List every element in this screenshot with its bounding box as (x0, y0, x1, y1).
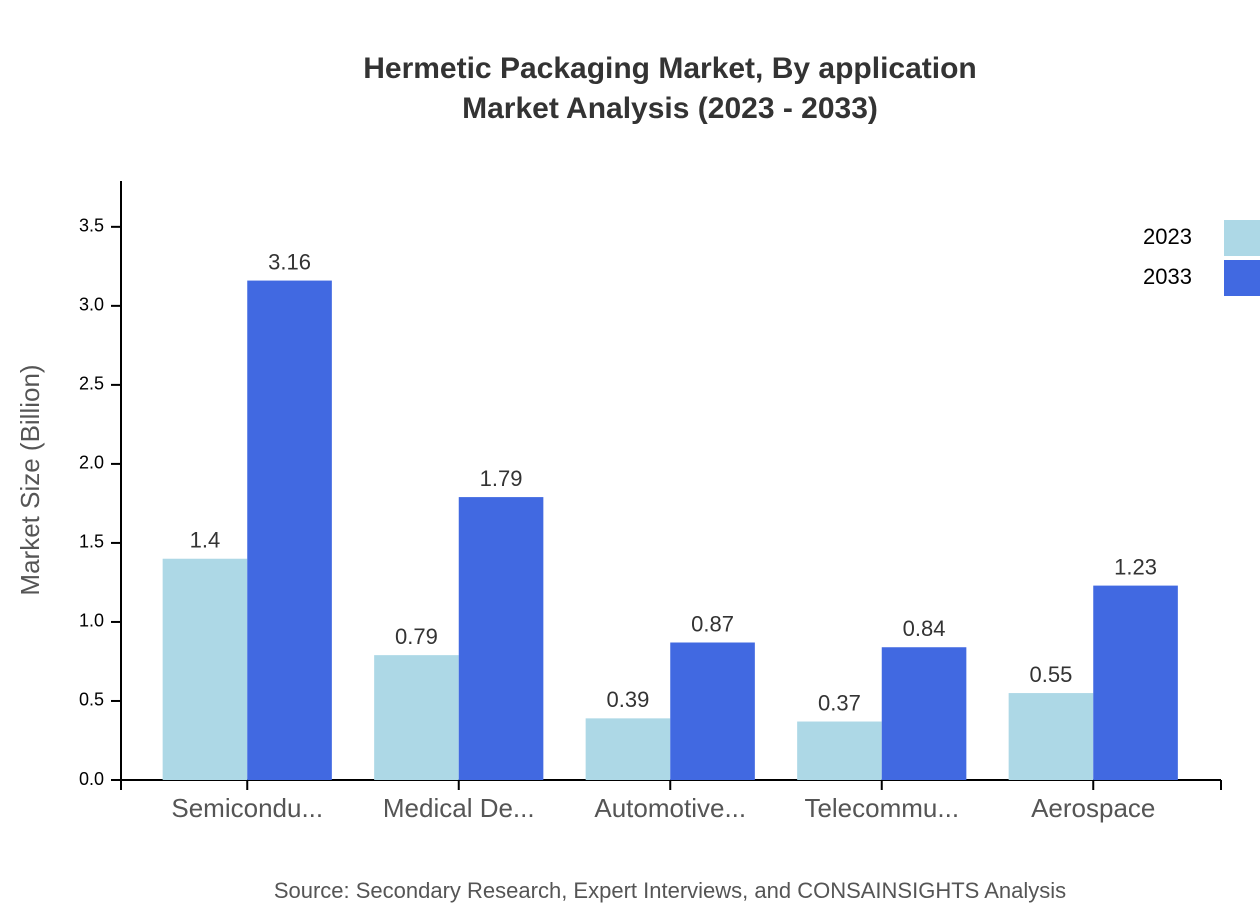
chart-title: Hermetic Packaging Market, By applicatio… (363, 52, 977, 85)
y-tick-label: 2.5 (79, 374, 104, 394)
bar (670, 642, 755, 780)
value-label: 0.55 (1030, 662, 1073, 687)
bar (797, 721, 882, 780)
bar (458, 497, 544, 780)
value-label: 0.39 (607, 687, 650, 712)
x-tick-label: Aerospace (1031, 793, 1155, 823)
y-tick-label: 1.0 (79, 611, 104, 631)
x-tick-label: Telecommu... (804, 793, 959, 823)
y-tick-label: 0.5 (79, 690, 104, 710)
bar (374, 655, 459, 780)
legend-label: 2023 (1143, 224, 1192, 249)
y-tick-label: 3.0 (79, 295, 104, 315)
bar (881, 647, 967, 780)
chart-subtitle: Market Analysis (2023 - 2033) (462, 92, 878, 125)
legend-swatch (1224, 220, 1260, 256)
source-note: Source: Secondary Research, Expert Inter… (274, 878, 1066, 903)
bar (1008, 693, 1094, 780)
x-tick-label: Automotive... (594, 793, 746, 823)
value-label: 3.16 (268, 249, 311, 274)
value-label: 0.87 (691, 611, 734, 636)
y-tick-label: 2.0 (79, 453, 104, 473)
x-tick-label: Medical De... (383, 793, 535, 823)
bar (585, 718, 671, 780)
value-label: 0.37 (818, 690, 861, 715)
y-tick-label: 3.5 (79, 216, 104, 236)
value-label: 0.84 (903, 616, 946, 641)
value-label: 1.23 (1114, 554, 1157, 579)
legend-label: 2033 (1143, 264, 1192, 289)
y-axis-label: Market Size (Billion) (15, 364, 45, 595)
bar (162, 558, 248, 780)
y-tick-label: 0.0 (79, 769, 104, 789)
bar (1093, 585, 1178, 780)
x-tick-label: Semicondu... (171, 793, 323, 823)
value-label: 1.4 (190, 528, 221, 553)
bar (247, 280, 332, 780)
legend-swatch (1224, 260, 1260, 296)
value-label: 0.79 (395, 624, 438, 649)
value-label: 1.79 (480, 466, 523, 491)
y-tick-label: 1.5 (79, 532, 104, 552)
